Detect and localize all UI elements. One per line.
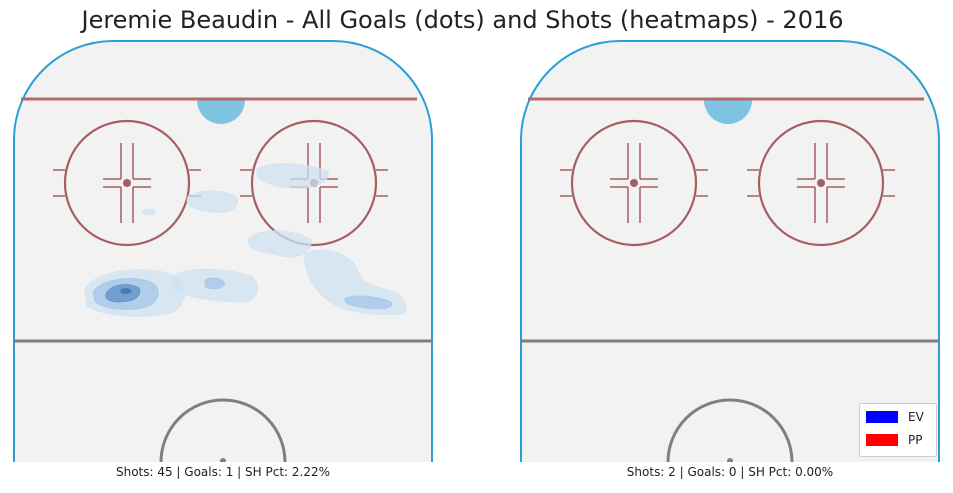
caption-pp: Shots: 2 | Goals: 0 | SH Pct: 0.00%	[626, 465, 834, 479]
heatmap-contour	[142, 208, 156, 216]
ice-surface	[521, 41, 939, 462]
goal-crease	[704, 100, 752, 124]
heatmap-contour	[256, 163, 329, 189]
heatmap-contour	[204, 277, 226, 290]
faceoff-circle-right	[757, 119, 885, 247]
legend-item-ev: EV	[866, 409, 924, 425]
ice-surface	[14, 41, 432, 462]
heatmap-contour	[120, 288, 132, 294]
rink-panel-ev	[13, 40, 433, 462]
heatmap-contour	[344, 295, 393, 310]
legend-swatch-ev	[866, 411, 898, 423]
legend-label-pp: PP	[908, 433, 923, 447]
caption-ev: Shots: 45 | Goals: 1 | SH Pct: 2.22%	[115, 465, 331, 479]
legend-swatch-pp	[866, 434, 898, 446]
heatmap-contour	[248, 230, 312, 258]
legend-label-ev: EV	[908, 410, 924, 424]
center-circle	[666, 398, 794, 462]
faceoff-circle-left	[63, 119, 191, 247]
center-dot	[220, 458, 226, 462]
faceoff-circle-left	[570, 119, 698, 247]
faceoff-dot-right	[817, 179, 825, 187]
legend: EV PP	[859, 403, 937, 457]
faceoff-dot-left	[630, 179, 638, 187]
center-dot	[727, 458, 733, 462]
goal-crease	[197, 100, 245, 124]
legend-item-pp: PP	[866, 432, 922, 448]
chart-title: Jeremie Beaudin - All Goals (dots) and S…	[81, 6, 844, 34]
boards-outline	[13, 40, 433, 462]
faceoff-circle-right	[250, 119, 378, 247]
center-circle	[159, 398, 287, 462]
rink-panel-pp	[520, 40, 940, 462]
rink-svg-ev	[13, 40, 433, 462]
rink-svg-pp	[520, 40, 940, 462]
faceoff-dot-left	[123, 179, 131, 187]
boards-outline	[520, 40, 940, 462]
heatmap-contour	[186, 190, 238, 213]
